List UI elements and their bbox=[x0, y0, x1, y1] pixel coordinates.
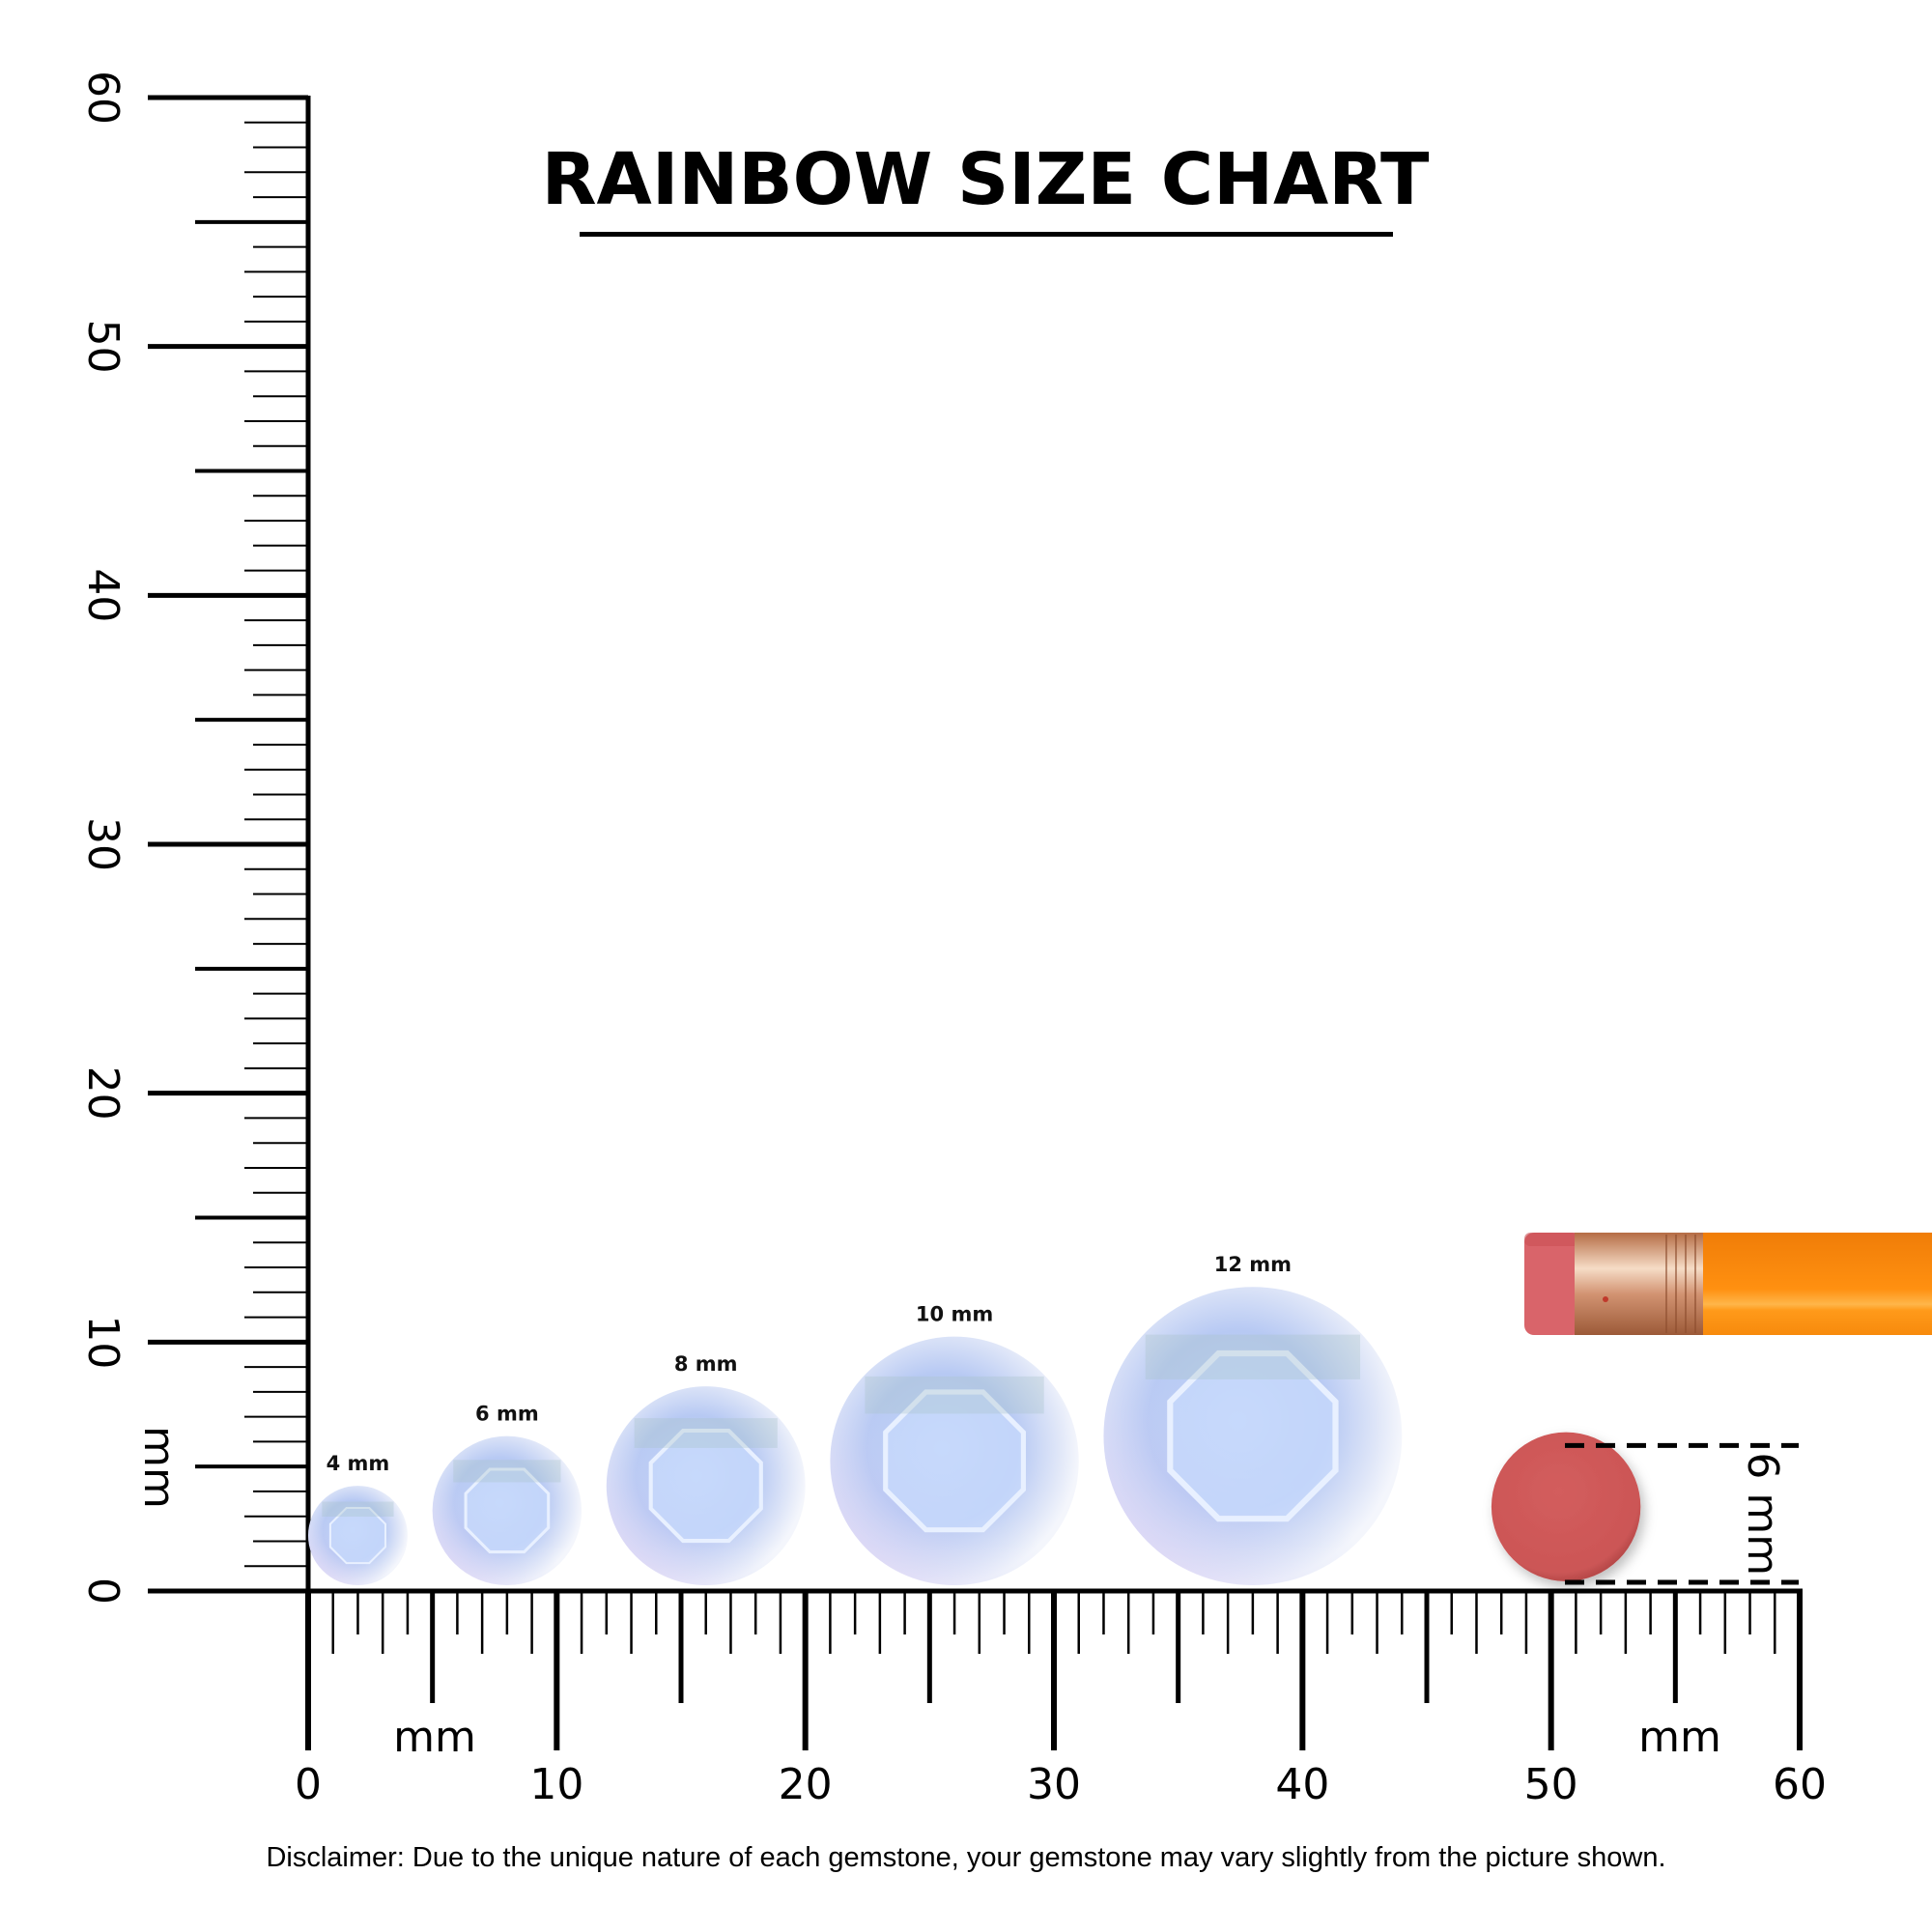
horizontal-tick-label: 50 bbox=[1524, 1760, 1578, 1809]
vertical-tick-label: 60 bbox=[78, 71, 128, 125]
gemstone-reflection bbox=[865, 1376, 1044, 1414]
vertical-tick-label: 30 bbox=[78, 817, 128, 871]
pencil-ferrule bbox=[1575, 1233, 1705, 1335]
gemstone: 8 mm bbox=[606, 1352, 806, 1585]
pencil-ferrule-ridges bbox=[1665, 1235, 1696, 1333]
vertical-tick-label: 0 bbox=[78, 1577, 128, 1605]
gemstone: 12 mm bbox=[1103, 1253, 1403, 1585]
gemstone-size-label: 8 mm bbox=[674, 1352, 738, 1376]
horizontal-tick-label: 30 bbox=[1027, 1760, 1081, 1809]
eraser-size-label: 6 mm bbox=[1738, 1452, 1787, 1576]
vertical-tick-label: 10 bbox=[78, 1315, 128, 1369]
gem-group: 4 mm 6 mm 8 mm 10 mm 12 mm bbox=[308, 1253, 1403, 1586]
pencil-dot bbox=[1603, 1296, 1608, 1302]
gemstone: 4 mm bbox=[308, 1452, 408, 1585]
gemstone-reflection bbox=[453, 1460, 561, 1483]
horizontal-tick-label: 60 bbox=[1773, 1760, 1827, 1809]
vertical-tick-label: 50 bbox=[78, 320, 128, 374]
gemstone-table-facet bbox=[648, 1428, 763, 1544]
horizontal-ruler: 0 10 20 30 40 50 60 bbox=[295, 1588, 1827, 1809]
gemstone-size-label: 6 mm bbox=[475, 1403, 539, 1426]
gemstone: 6 mm bbox=[432, 1403, 582, 1586]
pencil-eraser bbox=[1524, 1233, 1582, 1335]
gemstone-table-facet bbox=[464, 1467, 551, 1554]
vertical-tick-label: 40 bbox=[78, 568, 128, 622]
horizontal-tick-label: 10 bbox=[529, 1760, 583, 1809]
gemstone: 10 mm bbox=[830, 1303, 1079, 1586]
horizontal-tick-label: 0 bbox=[295, 1760, 322, 1809]
pencil-image bbox=[1524, 1233, 1932, 1335]
eraser-comparison: 6 mm bbox=[1491, 1432, 1799, 1585]
gemstone-table-facet bbox=[1167, 1350, 1339, 1522]
pencil-body bbox=[1703, 1233, 1932, 1335]
vertical-ruler: 0 10 20 30 40 50 60 bbox=[78, 71, 311, 1605]
gemstone-size-label: 12 mm bbox=[1214, 1253, 1292, 1276]
page-title: RAINBOW SIZE CHART bbox=[542, 138, 1430, 221]
vertical-unit-label: mm bbox=[134, 1426, 184, 1509]
horizontal-unit-label-left: mm bbox=[393, 1713, 476, 1762]
eraser-circle bbox=[1491, 1432, 1641, 1582]
gemstone-table-facet bbox=[883, 1389, 1026, 1533]
title-underline bbox=[580, 232, 1393, 237]
horizontal-tick-label: 40 bbox=[1275, 1760, 1329, 1809]
pencil-eraser-shade bbox=[1524, 1233, 1582, 1246]
gemstone-table-facet bbox=[328, 1506, 387, 1565]
gemstone-reflection bbox=[1145, 1334, 1361, 1379]
gemstone-reflection bbox=[322, 1501, 394, 1517]
horizontal-tick-label: 20 bbox=[779, 1760, 833, 1809]
gemstone-reflection bbox=[634, 1418, 778, 1448]
disclaimer-text: Disclaimer: Due to the unique nature of … bbox=[266, 1842, 1665, 1873]
horizontal-unit-label-right: mm bbox=[1638, 1713, 1721, 1762]
gemstone-size-label: 4 mm bbox=[327, 1452, 390, 1475]
vertical-tick-label: 20 bbox=[78, 1066, 128, 1121]
gemstone-size-label: 10 mm bbox=[916, 1303, 993, 1326]
